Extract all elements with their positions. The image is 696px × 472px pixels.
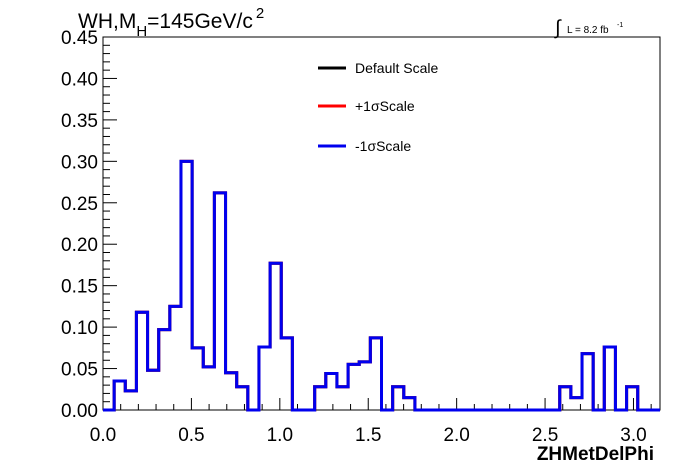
x-tick-label: 0.5	[178, 425, 204, 446]
legend-label-2: -1σScale	[355, 138, 411, 154]
y-tick-label: 0.25	[61, 194, 98, 215]
x-tick-label: 2.5	[532, 425, 558, 446]
lumi-sup: -1	[617, 22, 623, 29]
x-tick-label: 0.0	[90, 425, 116, 446]
series-group	[103, 159, 660, 412]
y-tick-label: 0.10	[61, 318, 98, 339]
y-tick-label: 0.05	[61, 360, 98, 381]
title-sub: H	[136, 23, 147, 40]
x-axis-label: ZHMetDelPhi	[537, 444, 654, 465]
axes: 0.00 0.05 0.10 0.15 0.20 0.25 0.30 0.35 0.40 0.45…	[61, 28, 652, 446]
x-tick-label: 2.0	[443, 425, 469, 446]
y-tick-label: 0.40	[61, 69, 98, 90]
lumi-integral: ∫	[554, 17, 562, 39]
lumi-text: L = 8.2 fb	[567, 25, 609, 36]
y-tick-label: 0.35	[61, 111, 98, 132]
legend-label-1: +1σScale	[355, 98, 415, 114]
y-tick-label: 0.45	[61, 28, 98, 49]
y-tick-label: 0.15	[61, 277, 98, 298]
title-main: WH,M	[78, 10, 136, 33]
title-rest: =145GeV/c	[147, 10, 253, 33]
x-tick-label: 1.5	[355, 425, 381, 446]
title-sup: 2	[256, 5, 264, 22]
y-tick-label: 0.30	[61, 152, 98, 173]
chart-title: WH,MH=145GeV/c 2	[78, 5, 264, 40]
lumi-label: ∫ L = 8.2 fb -1	[554, 17, 623, 39]
legend-label-0: Default Scale	[355, 60, 438, 76]
series-line-2	[103, 159, 660, 412]
y-tick-label: 0.00	[61, 401, 98, 422]
legend: Default Scale +1σScale -1σScale	[318, 60, 438, 154]
x-tick-label: 3.0	[620, 425, 646, 446]
x-tick-label: 1.0	[267, 425, 293, 446]
y-tick-label: 0.20	[61, 235, 98, 256]
